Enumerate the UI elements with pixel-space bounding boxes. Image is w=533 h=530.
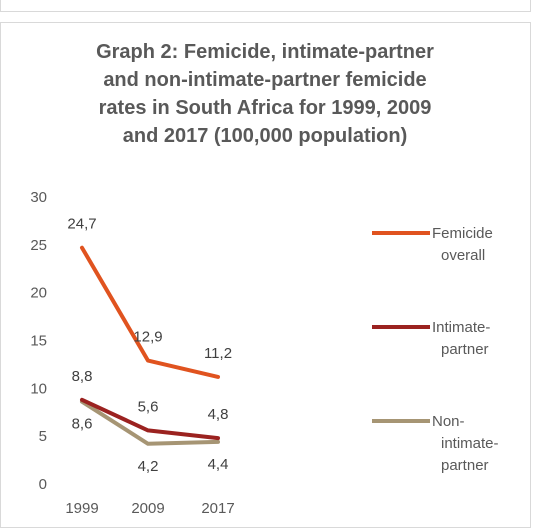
- y-tick-label: 25: [30, 237, 47, 254]
- data-label: 4,4: [208, 456, 229, 473]
- data-label: 12,9: [133, 329, 162, 346]
- x-tick-label: 2017: [201, 500, 234, 517]
- series-line: [80, 245, 220, 379]
- legend-label: Femicide: [432, 225, 493, 242]
- data-label: 11,2: [204, 345, 232, 362]
- data-label: 24,7: [67, 216, 96, 233]
- series-line: [80, 399, 220, 446]
- x-tick-label: 2009: [131, 500, 164, 517]
- x-tick-label: 1999: [65, 500, 98, 517]
- y-tick-label: 15: [30, 333, 47, 350]
- previous-chart-frame-edge: [0, 0, 531, 12]
- legend-label: intimate-: [441, 435, 499, 452]
- legend-label: partner: [441, 457, 489, 474]
- y-tick-label: 20: [30, 285, 47, 302]
- chart-frame: [0, 22, 531, 528]
- y-tick-label: 5: [39, 428, 47, 445]
- y-tick-label: 0: [39, 476, 47, 493]
- legend-label: Non-: [432, 413, 465, 430]
- y-tick-label: 10: [30, 380, 47, 397]
- series-line: [80, 397, 220, 441]
- legend-label: partner: [441, 341, 489, 358]
- legend-label: Intimate-: [432, 319, 490, 336]
- data-label: 4,8: [208, 406, 229, 423]
- y-tick-label: 30: [30, 189, 47, 206]
- data-label: 8,8: [72, 368, 93, 385]
- data-label: 8,6: [72, 416, 93, 433]
- data-label: 4,2: [138, 458, 159, 475]
- chart-title: Graph 2: Femicide, intimate-partner and …: [96, 41, 434, 147]
- legend-label: overall: [441, 247, 485, 264]
- data-label: 5,6: [138, 398, 159, 415]
